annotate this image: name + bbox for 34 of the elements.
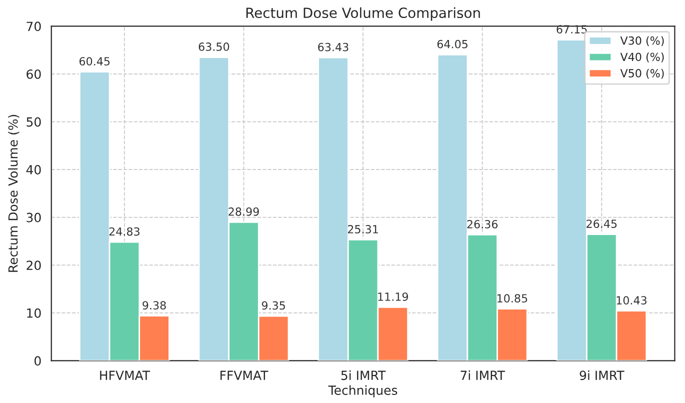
chart-title: Rectum Dose Volume Comparison (246, 7, 480, 21)
data-label: 9.38 (142, 301, 166, 310)
data-label: 67.15 (556, 25, 587, 34)
x-tick-label: 7i IMRT (460, 370, 506, 380)
data-label: 63.43 (318, 42, 348, 52)
y-tick-label: 70 (26, 22, 41, 32)
legend-label: V50 (%) (620, 68, 664, 79)
y-axis-title: Rectum Dose Volume (%) (8, 114, 20, 272)
y-tick-label: 30 (26, 212, 41, 222)
data-label: 64.05 (437, 40, 468, 48)
legend-label: V30 (%) (620, 36, 664, 46)
data-label: 60.45 (79, 57, 110, 66)
data-label: 63.50 (198, 42, 230, 51)
x-axis-title: Techniques (328, 385, 398, 398)
y-tick-label: 40 (26, 165, 41, 174)
data-label: 26.45 (586, 220, 617, 228)
y-tick-label: 0 (34, 356, 41, 366)
data-label: 24.83 (109, 227, 140, 236)
legend-label: V40 (%) (620, 52, 664, 62)
y-tick-label: 20 (26, 260, 41, 270)
x-tick-label: FFVMAT (220, 370, 268, 380)
data-label: 28.99 (228, 207, 259, 216)
data-label: 26.36 (467, 220, 498, 228)
y-tick-label: 10 (27, 308, 41, 318)
x-tick-label: HFVMAT (100, 370, 150, 380)
data-label: 10.85 (497, 294, 528, 303)
data-label: 9.35 (262, 301, 285, 310)
data-label: 11.19 (378, 292, 408, 301)
y-tick-label: 50 (26, 117, 41, 127)
y-tick-label: 60 (26, 69, 41, 79)
x-tick-label: 9i IMRT (580, 370, 624, 380)
data-label: 10.43 (616, 296, 646, 305)
x-tick-label: 5i IMRT (341, 370, 386, 380)
data-label: 25.31 (348, 225, 378, 234)
